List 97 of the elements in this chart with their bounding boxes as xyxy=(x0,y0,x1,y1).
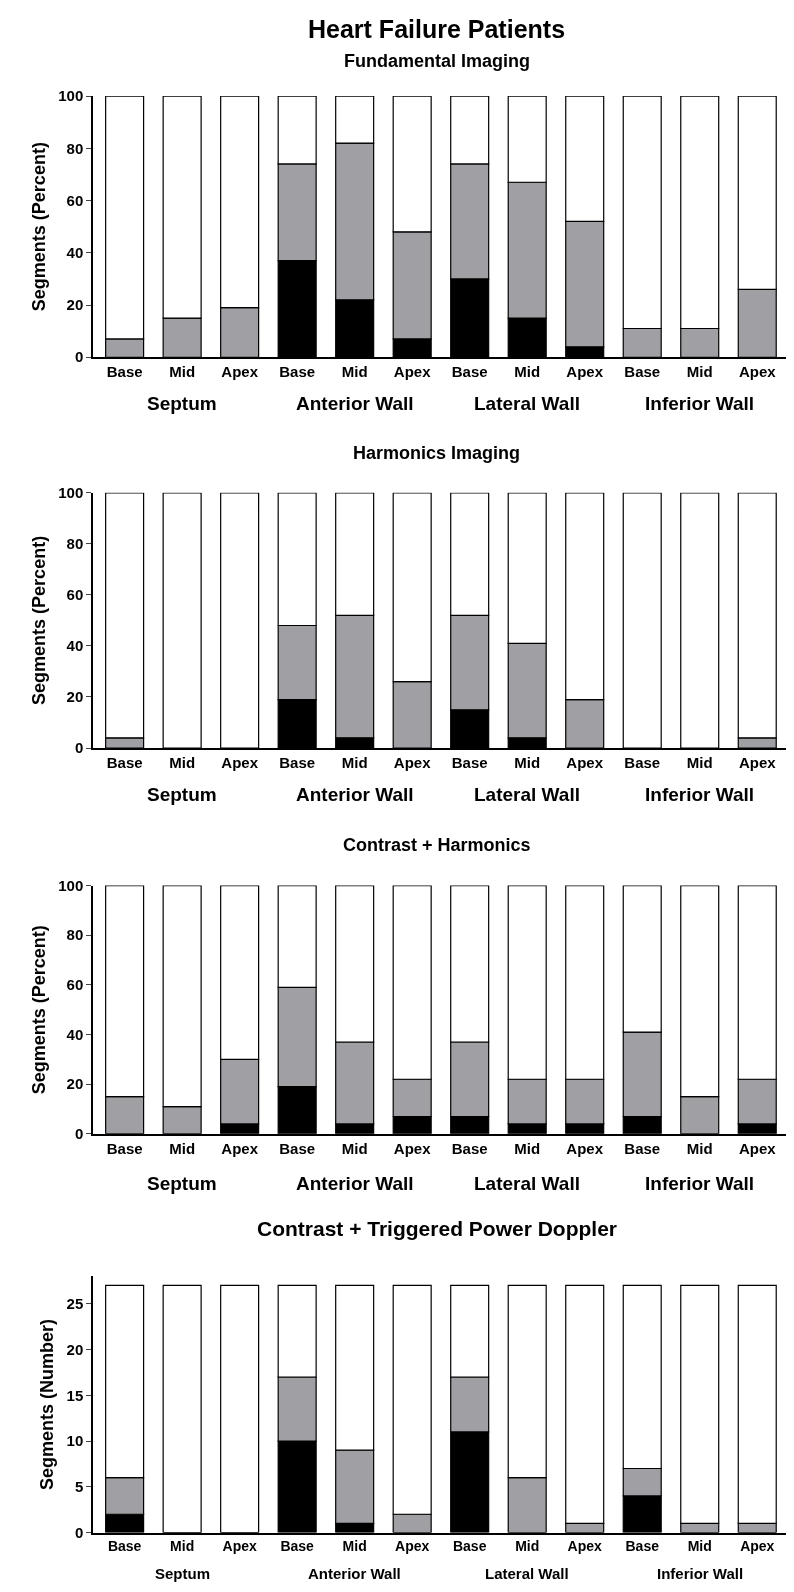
y-tick-label: 40 xyxy=(66,637,84,655)
x-tick-label: Mid xyxy=(686,1139,713,1157)
x-tick-label: Apex xyxy=(393,362,432,380)
y-tick-label: 80 xyxy=(66,535,84,553)
x-tick-label: Mid xyxy=(169,1139,196,1157)
x-tick-label: Base xyxy=(106,362,143,380)
x-tick-label: Mid xyxy=(514,1139,541,1157)
x-tick-label: Apex xyxy=(395,1538,430,1555)
y-tick-label: 40 xyxy=(66,1025,84,1043)
x-tick-label: Mid xyxy=(169,362,196,380)
y-tick-label: 60 xyxy=(66,586,84,604)
y-tick-label: 5 xyxy=(74,1478,84,1496)
x-tick-label: Base xyxy=(624,1139,661,1157)
y-tick-label: 20 xyxy=(66,688,84,706)
y-axis-title: Segments (Number) xyxy=(37,1318,58,1490)
y-tick-label: 20 xyxy=(66,1340,84,1358)
x-tick-label: Mid xyxy=(341,1139,368,1157)
x-tick-label: Apex xyxy=(566,1139,604,1157)
y-axis-title: Segments (Percent) xyxy=(28,925,49,1095)
text: Lateral Wall xyxy=(474,393,580,414)
text: Septum xyxy=(147,1173,217,1194)
x-tick-label: Base xyxy=(279,753,316,771)
text: Septum xyxy=(147,393,217,414)
text: Inferior Wall xyxy=(657,1565,744,1582)
text: Anterior Wall xyxy=(308,1565,401,1582)
chart-subtitle: Fundamental Imaging xyxy=(344,51,531,71)
x-tick-label: Apex xyxy=(740,1538,775,1555)
x-tick-label: Apex xyxy=(566,753,604,771)
x-tick-label: Mid xyxy=(341,753,368,771)
chart-title: Contrast + Triggered Power Doppler xyxy=(257,1217,617,1240)
x-tick-label: Mid xyxy=(687,1538,712,1555)
y-tick-label: 0 xyxy=(74,1125,84,1143)
x-tick-label: Apex xyxy=(221,362,259,380)
x-tick-label: Mid xyxy=(170,1538,195,1555)
x-tick-label: Base xyxy=(451,1139,488,1157)
y-tick-label: 100 xyxy=(58,876,84,894)
y-tick-label: 80 xyxy=(66,926,84,944)
y-tick-label: 100 xyxy=(58,484,84,502)
x-tick-label: Base xyxy=(451,362,488,380)
x-tick-label: Apex xyxy=(221,753,259,771)
y-tick-label: 40 xyxy=(66,244,84,262)
text: Septum xyxy=(155,1565,211,1582)
text: Anterior Wall xyxy=(296,1173,414,1194)
x-tick-label: Apex xyxy=(393,753,432,771)
x-tick-label: Base xyxy=(624,753,661,771)
y-axis-title: Segments (Percent) xyxy=(28,535,49,705)
y-tick-label: 0 xyxy=(74,1523,84,1541)
x-tick-label: Base xyxy=(279,362,316,380)
y-tick-label: 0 xyxy=(74,348,84,366)
x-tick-label: Base xyxy=(106,753,143,771)
chart-title: Contrast + Harmonics xyxy=(343,835,531,855)
chart-title: Heart Failure Patients xyxy=(308,15,566,43)
y-tick-label: 10 xyxy=(66,1432,84,1450)
x-tick-label: Base xyxy=(280,1538,315,1555)
x-tick-label: Base xyxy=(451,753,488,771)
text: Inferior Wall xyxy=(645,1173,755,1194)
y-tick-label: 60 xyxy=(66,976,84,994)
x-tick-label: Apex xyxy=(567,1538,603,1555)
x-tick-label: Base xyxy=(624,362,661,380)
x-tick-label: Mid xyxy=(341,362,368,380)
text: Inferior Wall xyxy=(645,784,755,805)
x-tick-label: Base xyxy=(107,1538,142,1555)
text: Lateral Wall xyxy=(474,784,580,805)
x-tick-label: Apex xyxy=(738,753,777,771)
x-tick-label: Mid xyxy=(169,753,196,771)
x-tick-label: Mid xyxy=(514,753,541,771)
x-tick-label: Mid xyxy=(686,753,713,771)
y-axis-title: Segments (Percent) xyxy=(28,142,49,312)
y-tick-label: 20 xyxy=(66,296,84,314)
y-tick-label: 60 xyxy=(66,191,84,209)
y-tick-label: 25 xyxy=(66,1295,84,1313)
text: Lateral Wall xyxy=(485,1565,569,1582)
x-tick-label: Apex xyxy=(222,1538,257,1555)
x-tick-label: Mid xyxy=(515,1538,540,1555)
x-tick-label: Base xyxy=(106,1139,143,1157)
text: Anterior Wall xyxy=(296,393,414,414)
x-tick-label: Base xyxy=(452,1538,487,1555)
x-tick-label: Apex xyxy=(393,1139,432,1157)
y-tick-label: 100 xyxy=(58,87,84,105)
x-tick-label: Apex xyxy=(738,362,777,380)
x-tick-label: Mid xyxy=(686,362,713,380)
text: Septum xyxy=(147,784,217,805)
x-tick-label: Apex xyxy=(738,1139,777,1157)
x-tick-label: Apex xyxy=(566,362,604,380)
x-tick-label: Mid xyxy=(342,1538,367,1555)
chart-title: Harmonics Imaging xyxy=(353,443,521,463)
y-tick-label: 15 xyxy=(66,1386,84,1404)
text: Lateral Wall xyxy=(474,1173,580,1194)
text: Anterior Wall xyxy=(296,784,414,805)
x-tick-label: Base xyxy=(279,1139,316,1157)
x-tick-label: Mid xyxy=(514,362,541,380)
y-tick-label: 80 xyxy=(66,139,84,157)
x-tick-label: Apex xyxy=(221,1139,259,1157)
y-tick-label: 20 xyxy=(66,1075,84,1093)
x-tick-label: Base xyxy=(625,1538,660,1555)
y-tick-label: 0 xyxy=(74,739,84,757)
text: Inferior Wall xyxy=(645,393,755,414)
